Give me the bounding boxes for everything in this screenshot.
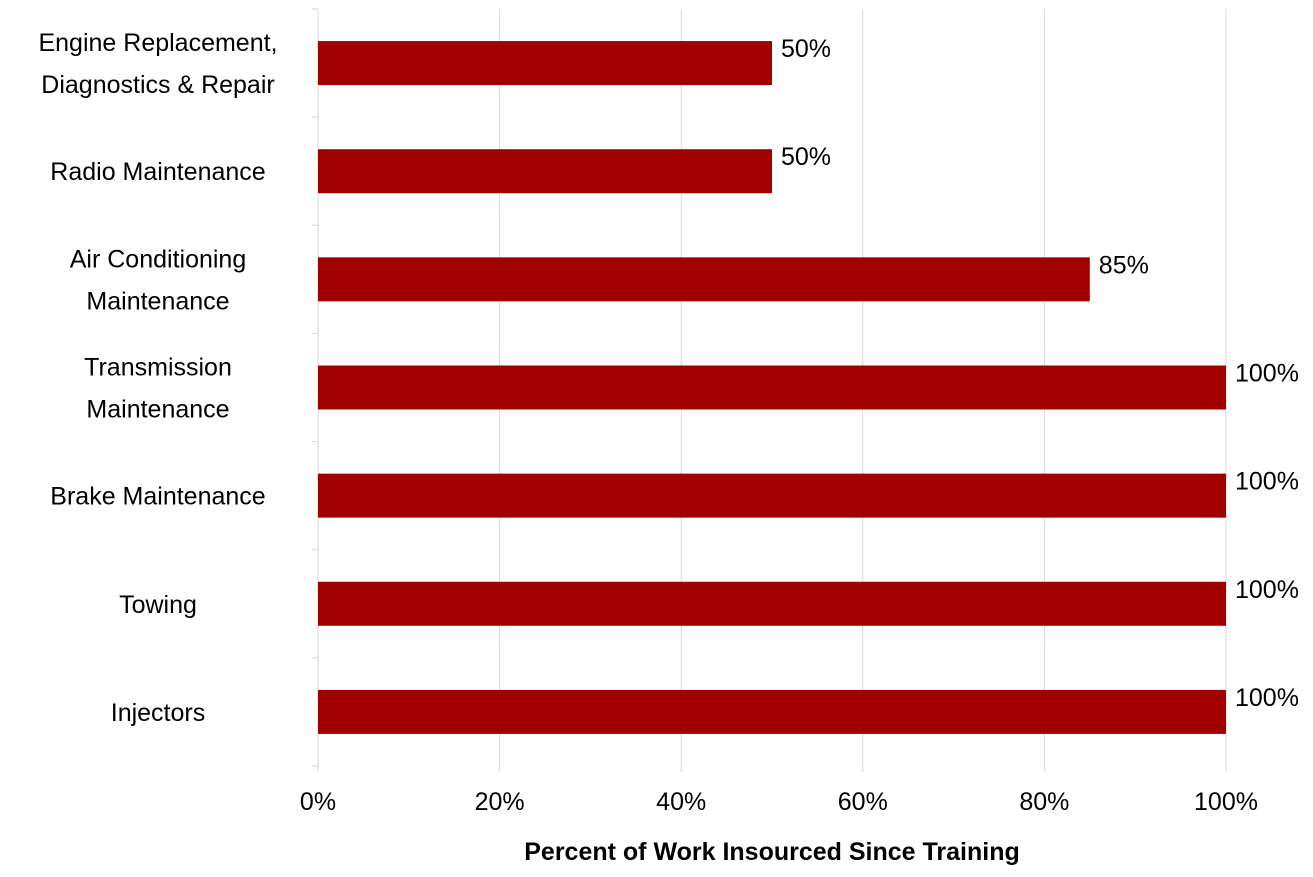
bar — [318, 581, 1226, 626]
category-label-line: Radio Maintenance — [50, 158, 265, 186]
x-tick-label: 60% — [838, 788, 888, 816]
category-label: Towing — [119, 591, 197, 619]
data-label: 100% — [1235, 468, 1299, 496]
data-label: 100% — [1235, 684, 1299, 712]
category-label-line: Maintenance — [86, 287, 229, 315]
category-label-line: Towing — [119, 591, 197, 619]
category-label: Radio Maintenance — [50, 158, 265, 186]
data-label: 50% — [781, 143, 831, 171]
bars — [318, 41, 1226, 734]
x-tick-label: 80% — [1019, 788, 1069, 816]
x-tick-label: 100% — [1194, 788, 1258, 816]
category-label-line: Diagnostics & Repair — [41, 71, 274, 99]
bar — [318, 149, 772, 194]
category-label-line: Air Conditioning — [70, 245, 247, 273]
bar — [318, 365, 1226, 410]
category-label: Transmission Maintenance — [84, 354, 232, 424]
data-label: 50% — [781, 35, 831, 63]
x-tick-labels: 0% 20% 40% 60% 80% 100% — [300, 788, 1258, 816]
category-label-line: Brake Maintenance — [50, 483, 265, 511]
category-label: Injectors — [111, 699, 205, 727]
bar — [318, 473, 1226, 518]
bar — [318, 41, 772, 86]
category-label-line: Maintenance — [86, 396, 229, 424]
data-labels: 50% 50% 85% 100% 100% 100% 100% — [781, 35, 1299, 712]
x-tick-label: 40% — [656, 788, 706, 816]
x-axis-title: Percent of Work Insourced Since Training — [524, 838, 1019, 866]
category-label: Engine Replacement, Diagnostics & Repair — [38, 29, 277, 99]
category-label-line: Transmission — [84, 354, 232, 382]
x-tick-label: 20% — [475, 788, 525, 816]
category-label: Brake Maintenance — [50, 483, 265, 511]
data-label: 100% — [1235, 576, 1299, 604]
category-label-line: Engine Replacement, — [38, 29, 277, 57]
data-label: 85% — [1099, 251, 1149, 279]
x-tick-label: 0% — [300, 788, 336, 816]
category-label: Air Conditioning Maintenance — [70, 245, 247, 315]
data-label: 100% — [1235, 360, 1299, 388]
category-label-line: Injectors — [111, 699, 205, 727]
category-labels: Engine Replacement, Diagnostics & Repair R… — [38, 29, 277, 727]
bar — [318, 689, 1226, 734]
bar — [318, 257, 1090, 302]
